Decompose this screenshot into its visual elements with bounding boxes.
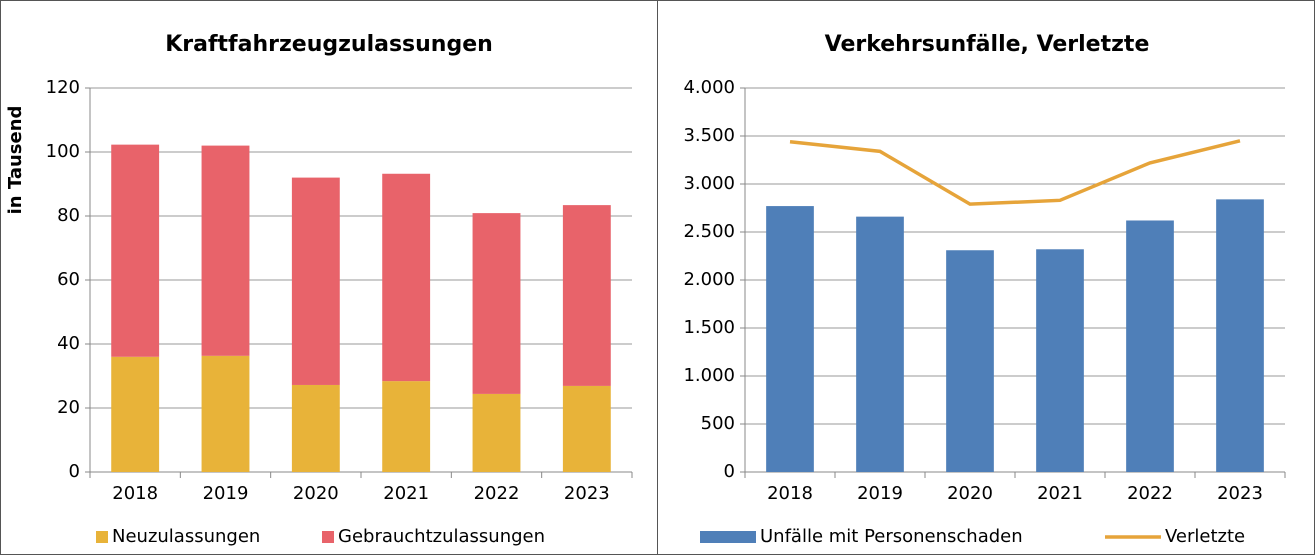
x-tick-label: 2020 bbox=[947, 483, 993, 504]
bar bbox=[291, 384, 340, 472]
bar bbox=[1126, 220, 1174, 472]
bar bbox=[291, 177, 340, 385]
y-tick-label: 500 bbox=[701, 413, 735, 434]
bar bbox=[201, 145, 250, 356]
chart-title: Kraftfahrzeugzulassungen bbox=[165, 32, 493, 57]
bar bbox=[472, 213, 521, 394]
legend-key bbox=[322, 531, 334, 543]
y-tick-label: 3.500 bbox=[683, 125, 735, 146]
x-tick-label: 2020 bbox=[293, 483, 339, 504]
y-tick-label: 1.000 bbox=[683, 365, 735, 386]
y-tick-label: 60 bbox=[57, 269, 80, 290]
bar bbox=[562, 385, 611, 472]
chart-title: Verkehrsunfälle, Verletzte bbox=[825, 32, 1150, 57]
line bbox=[789, 139, 1241, 206]
legend-label: Gebrauchtzulassungen bbox=[338, 526, 545, 547]
x-tick-label: 2021 bbox=[1037, 483, 1083, 504]
x-tick-label: 2021 bbox=[383, 483, 429, 504]
x-tick-label: 2019 bbox=[203, 483, 249, 504]
bar bbox=[856, 216, 904, 472]
y-tick-label: 80 bbox=[57, 205, 80, 226]
y-axis-label: in Tausend bbox=[5, 106, 26, 215]
y-tick-label: 0 bbox=[69, 461, 80, 482]
bar bbox=[111, 356, 160, 472]
bar bbox=[382, 381, 431, 472]
y-tick-label: 20 bbox=[57, 397, 80, 418]
bar bbox=[766, 206, 814, 472]
x-tick-label: 2023 bbox=[564, 483, 610, 504]
bar bbox=[382, 173, 431, 382]
legend-label: Unfälle mit Personenschaden bbox=[760, 526, 1023, 547]
y-tick-label: 1.500 bbox=[683, 317, 735, 338]
x-tick-label: 2018 bbox=[112, 483, 158, 504]
x-tick-label: 2022 bbox=[1127, 483, 1173, 504]
legend-label: Verletzte bbox=[1165, 526, 1245, 547]
x-tick-label: 2022 bbox=[474, 483, 520, 504]
y-tick-label: 40 bbox=[57, 333, 80, 354]
y-tick-label: 0 bbox=[724, 461, 735, 482]
x-tick-label: 2018 bbox=[767, 483, 813, 504]
bar bbox=[201, 355, 250, 472]
legend-label: Neuzulassungen bbox=[112, 526, 260, 547]
y-tick-label: 2.500 bbox=[683, 221, 735, 242]
y-tick-label: 4.000 bbox=[683, 77, 735, 98]
x-tick-label: 2019 bbox=[857, 483, 903, 504]
x-tick-label: 2023 bbox=[1217, 483, 1263, 504]
bar bbox=[1036, 249, 1084, 472]
bar bbox=[472, 393, 521, 472]
bar bbox=[562, 205, 611, 386]
legend-key bbox=[700, 531, 756, 543]
legend-key bbox=[96, 531, 108, 543]
bar bbox=[111, 144, 160, 357]
bar bbox=[1216, 199, 1264, 473]
y-tick-label: 100 bbox=[46, 141, 80, 162]
y-tick-label: 3.000 bbox=[683, 173, 735, 194]
y-tick-label: 2.000 bbox=[683, 269, 735, 290]
y-tick-label: 120 bbox=[46, 77, 80, 98]
bar bbox=[946, 250, 994, 472]
